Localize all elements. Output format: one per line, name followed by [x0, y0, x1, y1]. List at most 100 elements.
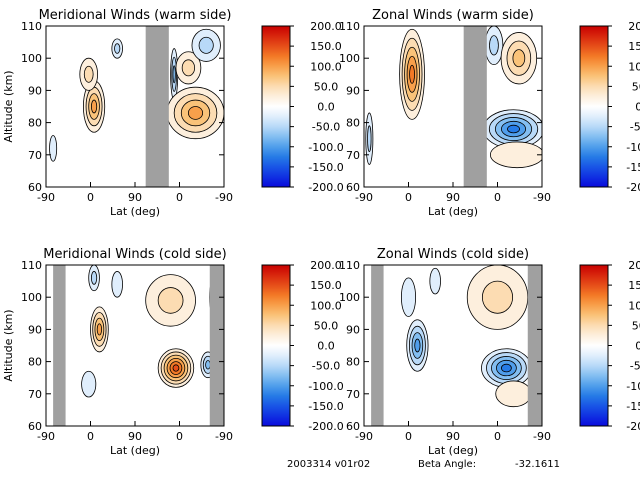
x-tick-label: -90	[355, 191, 373, 204]
panel-4: Zonal Winds (cold side) 60 70 80 90 100 110 -90…	[339, 247, 640, 457]
y-tick-label: 80	[28, 356, 42, 369]
colorbar-tick-label: 150.0	[310, 40, 342, 53]
y-tick-label: 90	[28, 323, 42, 336]
contour-level	[400, 277, 417, 317]
contour-level	[489, 141, 542, 169]
contour-level	[507, 124, 520, 134]
x-tick-label: -90	[215, 430, 233, 443]
contour-level	[90, 99, 98, 114]
x-tick-label: -90	[37, 430, 55, 443]
contour-level	[157, 287, 184, 314]
colorbar-tick-label: 100.0	[310, 299, 342, 312]
x-tick-label: 90	[446, 430, 460, 443]
y-tick-label: 110	[339, 259, 360, 272]
x-axis-label: Lat (deg)	[428, 205, 478, 218]
contour-level	[495, 380, 532, 408]
beta-angle-label: Beta Angle:	[418, 459, 477, 470]
panel-title: Zonal Winds (warm side)	[372, 8, 534, 23]
colorbar-tick-label: 0.0	[635, 101, 640, 114]
contour-level	[49, 135, 58, 162]
date-version-label: 2003314 v01r02	[287, 459, 371, 470]
x-tick-label: 90	[128, 430, 142, 443]
colorbar-tick-label: 0.0	[635, 340, 640, 353]
y-tick-label: 70	[346, 149, 360, 162]
x-tick-label: 0	[494, 191, 501, 204]
contour-level	[512, 49, 526, 68]
x-axis-label: Lat (deg)	[110, 444, 160, 457]
colorbar	[579, 264, 609, 427]
contour-level	[367, 125, 372, 152]
colorbar-tick-label: 150.0	[628, 279, 640, 292]
colorbar-tick-label: -200.0	[308, 181, 343, 194]
x-axis-label: Lat (deg)	[428, 444, 478, 457]
y-tick-label: 60	[28, 181, 42, 194]
colorbar-tick-label: 150.0	[310, 279, 342, 292]
x-tick-label: -90	[533, 430, 551, 443]
contour-field	[53, 265, 224, 426]
x-tick-label: 90	[128, 191, 142, 204]
y-tick-label: 110	[21, 259, 42, 272]
contour-level	[205, 360, 211, 370]
contour-level	[172, 65, 176, 84]
colorbar-tick-label: -200.0	[308, 420, 343, 433]
colorbar-tick-label: 200.0	[310, 259, 342, 272]
y-tick-label: 90	[346, 323, 360, 336]
colorbar-tick-label: 150.0	[628, 40, 640, 53]
y-tick-label: 60	[346, 420, 360, 433]
panel-title: Meridional Winds (warm side)	[39, 8, 232, 23]
x-axis-label: Lat (deg)	[110, 205, 160, 218]
colorbar-tick-label: -100.0	[626, 141, 640, 154]
y-tick-label: 70	[28, 388, 42, 401]
colorbar-tick-label: -50.0	[630, 360, 640, 373]
panel-title: Zonal Winds (cold side)	[377, 247, 529, 262]
contour-level	[414, 338, 421, 353]
panel-3: Meridional Winds (cold side) 60 70 80 90 100 1…	[2, 247, 344, 457]
contour-field	[365, 26, 542, 187]
data-gap-band	[371, 265, 384, 426]
colorbar-tick-label: 200.0	[628, 259, 640, 272]
y-tick-label: 80	[346, 117, 360, 130]
colorbar-tick-label: 0.0	[317, 340, 335, 353]
x-tick-label: 0	[405, 430, 412, 443]
y-tick-label: 70	[346, 388, 360, 401]
colorbar	[579, 25, 609, 188]
x-tick-label: -90	[37, 191, 55, 204]
y-tick-label: 60	[346, 181, 360, 194]
x-tick-label: -90	[355, 430, 373, 443]
x-tick-label: -90	[533, 191, 551, 204]
colorbar-tick-label: -150.0	[308, 400, 343, 413]
x-tick-label: 0	[176, 430, 183, 443]
colorbar-tick-label: 50.0	[632, 80, 640, 93]
contour-level	[81, 370, 97, 398]
y-tick-label: 100	[21, 52, 42, 65]
contour-level	[481, 280, 514, 314]
data-gap-band	[145, 26, 169, 187]
contour-level	[114, 43, 121, 54]
x-tick-label: 0	[405, 191, 412, 204]
colorbar-tick-label: 100.0	[628, 60, 640, 73]
y-tick-label: 100	[339, 291, 360, 304]
data-gap-band	[463, 26, 487, 187]
colorbar-tick-label: -150.0	[626, 400, 640, 413]
contour-field	[371, 265, 542, 426]
beta-angle-value: -32.1611	[515, 459, 560, 470]
contour-level	[181, 59, 196, 77]
colorbar-tick-label: -200.0	[626, 181, 640, 194]
colorbar-tick-label: 50.0	[632, 319, 640, 332]
panel-2: Zonal Winds (warm side) 60 70 80 90 100 110 -90…	[339, 8, 640, 218]
y-tick-label: 60	[28, 420, 42, 433]
colorbar-tick-label: 200.0	[628, 20, 640, 33]
contour-level	[111, 271, 123, 298]
y-tick-label: 110	[339, 20, 360, 33]
colorbar	[261, 25, 291, 188]
colorbar-tick-label: 100.0	[310, 60, 342, 73]
contour-level	[172, 364, 180, 372]
panel-title: Meridional Winds (cold side)	[43, 247, 226, 262]
y-tick-label: 100	[21, 291, 42, 304]
colorbar-tick-label: -150.0	[308, 161, 343, 174]
panel-1: Meridional Winds (warm side) 60 70 80 90 100 1…	[2, 8, 344, 218]
x-tick-label: 90	[446, 191, 460, 204]
x-tick-label: 0	[87, 191, 94, 204]
y-tick-label: 80	[346, 356, 360, 369]
colorbar-tick-label: 100.0	[628, 299, 640, 312]
